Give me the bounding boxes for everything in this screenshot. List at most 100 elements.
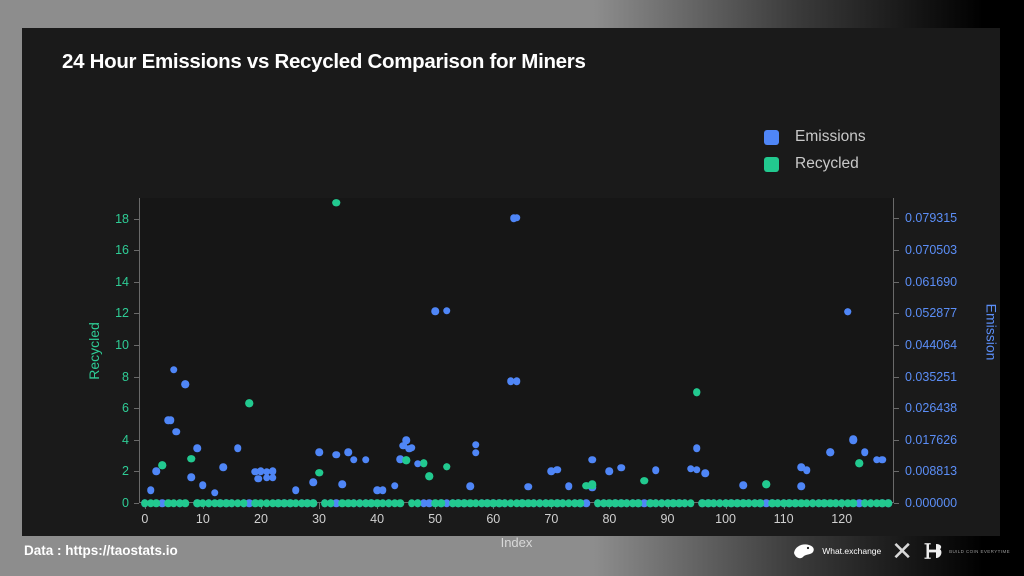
data-point-emissions: [419, 499, 428, 507]
x-axis-title: Index: [500, 535, 533, 550]
data-point-recycled: [280, 499, 288, 507]
data-point-emissions: [582, 499, 590, 507]
legend-label-emissions: Emissions: [795, 128, 866, 145]
data-point-recycled: [466, 499, 474, 507]
x-axis-tick-label: 10: [195, 512, 210, 526]
what-exchange-label: What.exchange: [822, 546, 882, 556]
brand-bar: What.exchange ✕ BUILD COIN EVERYTIME: [791, 538, 1010, 564]
data-point-recycled: [193, 499, 201, 507]
data-point-recycled: [321, 499, 329, 507]
scatter-plot-area: 0 2 4 6 8 10 12 14 16 18 0.000000 0.008813 0.017626…: [86, 198, 1000, 550]
data-point-emissions: [338, 480, 347, 489]
data-point-emissions: [414, 459, 422, 468]
data-point-recycled: [582, 481, 590, 490]
data-point-recycled: [843, 499, 852, 507]
y-axis-left-tick: [134, 250, 139, 252]
x-axis-tick-label: 100: [715, 512, 736, 526]
data-point-emissions: [512, 377, 521, 386]
plot-background: [139, 198, 894, 503]
data-point-emissions: [181, 380, 190, 388]
data-point-emissions: [170, 366, 178, 374]
data-point-recycled: [367, 499, 376, 507]
data-point-emissions: [254, 474, 262, 483]
data-point-emissions: [826, 448, 834, 456]
y-axis-right-tick: [894, 471, 899, 473]
y-axis-right-tick-label: 0.026438: [905, 401, 958, 416]
chart-legend: Emissions Recycled: [764, 128, 866, 173]
data-point-recycled: [344, 499, 352, 507]
data-point-recycled: [832, 499, 840, 507]
data-point-recycled: [170, 499, 178, 507]
legend-item-recycled[interactable]: Recycled: [764, 155, 866, 173]
data-point-emissions: [524, 483, 532, 491]
x-axis-tick-label: 60: [486, 512, 501, 526]
data-point-recycled: [803, 499, 811, 507]
data-point-recycled: [361, 499, 370, 507]
data-point-recycled: [524, 499, 532, 507]
data-point-recycled: [501, 499, 509, 507]
data-point-recycled: [530, 499, 538, 507]
data-point-emissions: [692, 444, 701, 453]
data-point-emissions: [803, 466, 811, 475]
data-point-recycled: [146, 499, 155, 507]
data-point-recycled: [617, 499, 625, 507]
x-axis-tick-label: 110: [773, 512, 794, 526]
data-point-recycled: [460, 499, 468, 507]
data-point-emissions: [399, 441, 407, 450]
data-point-recycled: [663, 499, 672, 507]
data-point-emissions: [158, 499, 166, 507]
data-point-emissions: [588, 456, 596, 464]
data-point-recycled: [315, 469, 323, 477]
y-axis-left-tick-label: 18: [115, 211, 129, 226]
data-point-emissions: [797, 463, 805, 471]
data-point-recycled: [797, 499, 805, 507]
data-point-recycled: [402, 456, 410, 465]
data-source-label: Data : https://taostats.io: [24, 543, 178, 558]
data-point-recycled: [437, 499, 445, 507]
y-axis-right-title: Emission: [983, 303, 1000, 361]
h-monogram-icon: [924, 543, 942, 559]
data-point-recycled: [634, 499, 643, 507]
data-point-recycled: [414, 499, 422, 507]
data-point-recycled: [233, 499, 242, 507]
data-point-emissions: [425, 499, 434, 507]
data-point-emissions: [855, 499, 863, 507]
legend-swatch-emissions: [764, 129, 779, 145]
data-point-emissions: [263, 473, 271, 482]
data-point-recycled: [472, 499, 480, 507]
data-point-recycled: [263, 499, 271, 507]
data-point-recycled: [605, 499, 614, 507]
data-point-recycled: [681, 499, 689, 507]
h-monogram-tagline: BUILD COIN EVERYTIME: [949, 548, 1010, 554]
data-point-emissions: [739, 481, 747, 490]
data-point-recycled: [884, 499, 892, 507]
data-point-recycled: [820, 499, 829, 507]
data-point-emissions: [219, 463, 227, 472]
data-point-emissions: [309, 478, 317, 486]
y-axis-left-tick: [134, 313, 139, 315]
data-point-emissions: [193, 444, 201, 453]
data-point-emissions: [344, 448, 352, 456]
y-axis-right-tick-label: 0.061690: [905, 274, 958, 289]
data-point-emissions: [315, 448, 323, 456]
x-axis-tick-label: 120: [831, 512, 853, 526]
y-axis-right-tick-label: 0.079315: [905, 211, 958, 226]
legend-item-emissions[interactable]: Emissions: [764, 128, 866, 146]
data-point-emissions: [565, 482, 573, 490]
data-point-emissions: [861, 448, 869, 457]
data-point-recycled: [826, 499, 834, 507]
x-axis-tick: [319, 503, 321, 509]
data-point-recycled: [326, 499, 335, 507]
data-point-recycled: [739, 499, 747, 507]
y-axis-left-tick-label: 12: [115, 306, 129, 321]
data-point-recycled: [779, 499, 788, 507]
data-point-recycled: [216, 499, 225, 507]
y-axis-left-tick: [134, 503, 139, 504]
data-point-emissions: [652, 466, 660, 475]
y-axis-left-tick: [134, 439, 139, 441]
data-point-recycled: [576, 499, 585, 507]
data-point-emissions: [187, 473, 196, 481]
y-axis-right-tick: [894, 218, 899, 220]
y-axis-left-tick-label: 16: [115, 243, 129, 258]
y-axis-left-tick: [134, 408, 139, 410]
